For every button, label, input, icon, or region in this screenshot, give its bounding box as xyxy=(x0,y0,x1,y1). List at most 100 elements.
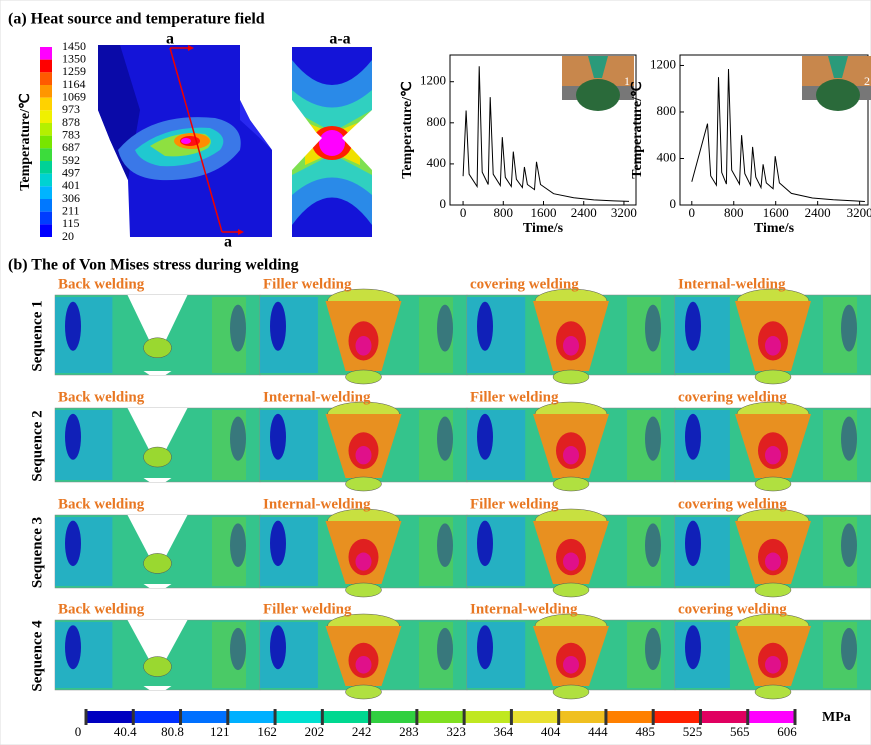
colorbar-swatch xyxy=(653,711,700,723)
colorbar-swatch xyxy=(40,136,52,149)
contour-band xyxy=(55,297,112,373)
stage-label: covering welding xyxy=(678,601,787,617)
stage-label: Internal-welding xyxy=(263,496,371,512)
stress-contour xyxy=(55,620,260,690)
colorbar-tick-label: 202 xyxy=(305,724,325,739)
weld-root xyxy=(553,477,589,491)
contour-band xyxy=(55,410,112,480)
colorbar-swatch xyxy=(40,224,52,237)
colorbar-divider xyxy=(463,709,466,725)
x-axis-label: Time/s xyxy=(754,221,795,236)
weld-peak xyxy=(765,656,781,674)
colorbar-divider xyxy=(179,709,182,725)
colorbar-divider xyxy=(274,709,277,725)
weld-peak xyxy=(765,336,781,356)
colorbar-divider xyxy=(321,709,324,725)
colorbar-tick-label: 40.4 xyxy=(114,724,137,739)
contour-low xyxy=(685,302,701,351)
contour-mid xyxy=(419,297,453,373)
stress-contour xyxy=(467,402,675,491)
colorbar-tick-label: 606 xyxy=(777,724,797,739)
weld-peak xyxy=(563,656,579,674)
contour-mid xyxy=(823,297,857,373)
sequence-label: Sequence 1 xyxy=(29,300,45,371)
stage-label: covering welding xyxy=(678,496,787,512)
weld xyxy=(144,447,172,467)
weld xyxy=(144,657,172,677)
colorbar-divider xyxy=(368,709,371,725)
contour-low xyxy=(270,414,286,460)
contour-low xyxy=(477,302,493,351)
colorbar-swatch xyxy=(606,711,653,723)
contour-band xyxy=(55,517,112,586)
colorbar-swatch xyxy=(511,711,558,723)
x-tick-label: 1600 xyxy=(763,205,789,220)
temp-colorbar-label: Temperature/℃ xyxy=(18,93,33,191)
panel-a-title: (a) Heat source and temperature field xyxy=(8,11,265,28)
contour-low xyxy=(685,625,701,669)
x-axis-label: Time/s xyxy=(523,221,564,236)
colorbar-swatch xyxy=(40,85,52,98)
weld-root xyxy=(346,477,382,491)
contour-band xyxy=(675,622,730,688)
contour-mid xyxy=(419,622,453,688)
colorbar-divider xyxy=(699,709,702,725)
colorbar-divider xyxy=(85,709,88,725)
x-tick-label: 800 xyxy=(724,205,744,220)
y-axis-label: Temperature/℃ xyxy=(630,81,645,179)
contour-low xyxy=(270,302,286,351)
x-tick-label: 0 xyxy=(460,205,467,220)
weld-peak xyxy=(563,336,579,356)
stress-contour xyxy=(467,509,675,597)
stress-contour xyxy=(467,289,675,384)
colorbar-swatch xyxy=(464,711,511,723)
weld-root xyxy=(755,370,791,384)
colorbar-swatch xyxy=(40,47,52,60)
colorbar-swatch xyxy=(748,711,795,723)
y-tick-label: 1200 xyxy=(420,73,446,88)
weld-peak xyxy=(356,336,372,356)
colorbar-swatch xyxy=(40,174,52,187)
colorbar-divider xyxy=(510,709,513,725)
inset-weld xyxy=(576,79,620,111)
colorbar-swatch xyxy=(370,711,417,723)
x-tick-label: 3200 xyxy=(847,205,871,220)
contour-mid xyxy=(419,517,453,586)
colorbar-swatch xyxy=(181,711,228,723)
contour-mid xyxy=(823,622,857,688)
stage-label: covering welding xyxy=(470,276,579,292)
stage-label: Filler welding xyxy=(263,601,352,617)
colorbar-divider xyxy=(415,709,418,725)
contour-band xyxy=(260,517,318,586)
weld-peak xyxy=(563,446,579,464)
colorbar-divider xyxy=(132,709,135,725)
contour-low xyxy=(685,414,701,460)
colorbar-tick-label: 404 xyxy=(541,724,561,739)
contour-band xyxy=(467,410,525,480)
colorbar-swatch xyxy=(700,711,747,723)
weld-root xyxy=(346,685,382,699)
stress-contour xyxy=(260,402,467,491)
contour-band xyxy=(467,622,525,688)
contour-mid xyxy=(212,297,246,373)
colorbar-swatch xyxy=(40,60,52,73)
colorbar-swatch xyxy=(40,161,52,174)
contour-band xyxy=(467,517,525,586)
stress-unit: MPa xyxy=(822,710,851,725)
contour-mid xyxy=(823,517,857,586)
contour-low xyxy=(65,302,81,351)
colorbar-divider xyxy=(226,709,229,725)
contour-low xyxy=(477,521,493,567)
colorbar-swatch xyxy=(559,711,606,723)
weld-peak xyxy=(356,446,372,464)
contour-low xyxy=(65,521,81,567)
stage-label: Back welding xyxy=(58,276,145,292)
colorbar-divider xyxy=(652,709,655,725)
y-tick-label: 0 xyxy=(670,196,677,211)
contour-band xyxy=(260,622,318,688)
weld-peak xyxy=(765,553,781,571)
contour-mid xyxy=(419,410,453,480)
weld-peak xyxy=(765,446,781,464)
stage-label: Internal-welding xyxy=(263,389,371,405)
inset-label: 1 xyxy=(624,74,630,88)
